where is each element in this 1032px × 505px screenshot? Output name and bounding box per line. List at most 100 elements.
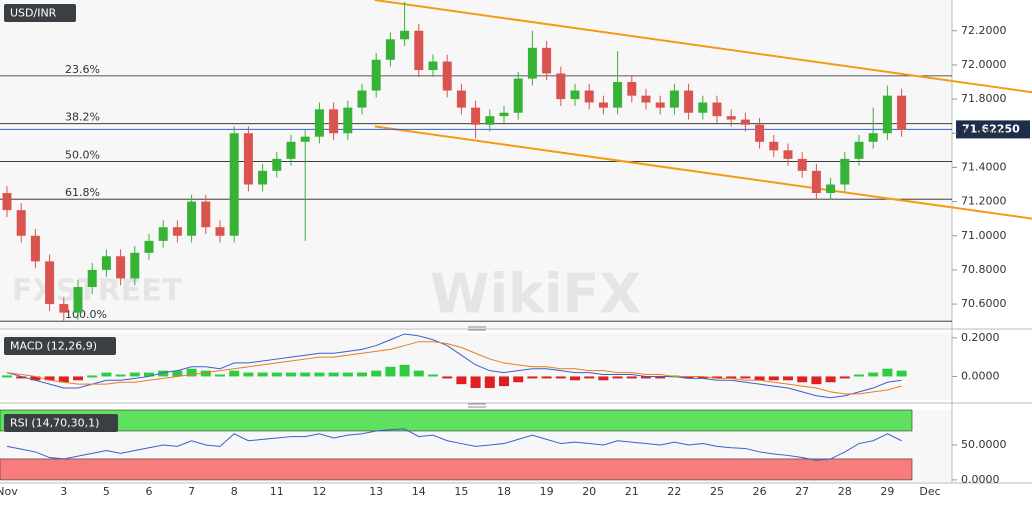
- y-tick-label: 71.2000: [961, 195, 1007, 208]
- macd-histogram-bar: [229, 370, 240, 377]
- candle-body: [712, 102, 722, 117]
- candle-body: [897, 95, 907, 130]
- resize-handle: [468, 326, 486, 408]
- x-tick-label: 27: [795, 485, 809, 498]
- macd-histogram-bar: [357, 372, 367, 377]
- candle-body: [684, 90, 694, 113]
- macd-histogram-bar: [555, 376, 566, 379]
- x-tick-label: 3: [60, 485, 67, 498]
- title-box: [4, 4, 76, 22]
- candle-body: [45, 261, 55, 305]
- candle-body: [755, 124, 765, 142]
- candle-body: [414, 30, 424, 71]
- candle-body: [456, 90, 466, 108]
- trend-line: [374, 0, 1032, 94]
- macd-line: [6, 341, 902, 395]
- candle-body: [485, 116, 495, 125]
- candle-body: [144, 240, 154, 253]
- macd-histogram-bar: [825, 376, 836, 383]
- macd-histogram-bar: [115, 374, 126, 377]
- macd-histogram-bar: [499, 376, 509, 387]
- macd-histogram-bar: [129, 372, 140, 377]
- last-price-tag: [956, 120, 1030, 139]
- macd-histogram-bar: [44, 376, 55, 381]
- macd-histogram-bar: [30, 376, 41, 381]
- y-tick-label: 70.6000: [961, 297, 1007, 310]
- candle-body: [840, 158, 850, 185]
- macd-histogram-bar: [641, 376, 651, 379]
- candle-body: [87, 269, 97, 287]
- fib-label: 38.2%: [65, 111, 100, 124]
- candle-body: [598, 102, 608, 108]
- macd-histogram-bar: [158, 370, 169, 377]
- candle-body: [101, 256, 111, 270]
- macd-histogram-bar: [371, 370, 382, 377]
- fib-label: 23.6%: [65, 63, 100, 76]
- candle-body: [556, 73, 566, 100]
- candle-body: [329, 109, 339, 134]
- y-tick-label: 50.0000: [961, 438, 1007, 451]
- title-box: [4, 337, 116, 355]
- macd-histogram-bar: [300, 372, 311, 377]
- trend-line: [374, 125, 1032, 220]
- candle-body: [584, 90, 594, 103]
- candle-body: [769, 141, 779, 151]
- candle-body: [641, 95, 651, 103]
- macd-histogram-bar: [271, 372, 282, 377]
- candle-body: [542, 47, 552, 74]
- x-tick-label: 14: [412, 485, 426, 498]
- candle-body: [442, 61, 452, 91]
- candle-body: [726, 116, 736, 120]
- y-tick-label: 72.2000: [961, 24, 1007, 37]
- x-tick-label: 11: [270, 485, 284, 498]
- x-tick-label: Nov: [0, 485, 18, 498]
- x-tick-label: 8: [231, 485, 238, 498]
- macd-histogram-bar: [811, 376, 822, 385]
- candle-body: [527, 47, 537, 79]
- macd-histogram-bar: [712, 376, 722, 379]
- candle-body: [428, 61, 438, 71]
- macd-histogram-bar: [456, 376, 467, 385]
- x-tick-label: 18: [497, 485, 511, 498]
- candle-body: [570, 90, 580, 100]
- chart-title: RSI (14,70,30,1): [10, 417, 99, 430]
- macd-histogram-bar: [243, 372, 254, 377]
- y-tick-label: 0.0000: [961, 473, 1000, 486]
- price-panel: [0, 0, 952, 328]
- candle-body: [272, 158, 282, 171]
- x-tick-label: 12: [312, 485, 326, 498]
- candle-body: [59, 304, 69, 313]
- x-tick-label: 5: [103, 485, 110, 498]
- candle-body: [499, 112, 509, 117]
- candle-body: [229, 133, 239, 236]
- candle-body: [243, 133, 253, 185]
- macd-histogram-bar: [839, 376, 850, 379]
- x-tick-label: 25: [710, 485, 724, 498]
- x-tick-label: 13: [369, 485, 383, 498]
- x-tick-label: 29: [880, 485, 894, 498]
- y-tick-label: 72.0000: [961, 58, 1007, 71]
- candle-body: [783, 150, 793, 159]
- x-tick-label: 22: [667, 485, 681, 498]
- candle-body: [343, 107, 353, 134]
- rsi-zone: [0, 458, 913, 481]
- candle-body: [172, 227, 182, 236]
- title-box: [4, 414, 118, 432]
- candle-body: [2, 193, 12, 211]
- y-tick-label: 71.4000: [961, 160, 1007, 173]
- macd-histogram-bar: [612, 376, 623, 379]
- macd-histogram-bar: [697, 376, 708, 379]
- candle-body: [73, 287, 83, 313]
- candle-body: [669, 90, 679, 108]
- x-tick-label: 15: [454, 485, 468, 498]
- macd-histogram-bar: [854, 374, 864, 377]
- macd-histogram-bar: [797, 376, 808, 383]
- macd-histogram-bar: [513, 376, 524, 383]
- candle-body: [187, 201, 197, 236]
- candle-body: [300, 136, 310, 142]
- macd-histogram-bar: [413, 370, 424, 377]
- macd-histogram-bar: [626, 376, 637, 379]
- macd-histogram-bar: [215, 374, 225, 377]
- rsi-zone: [0, 409, 913, 432]
